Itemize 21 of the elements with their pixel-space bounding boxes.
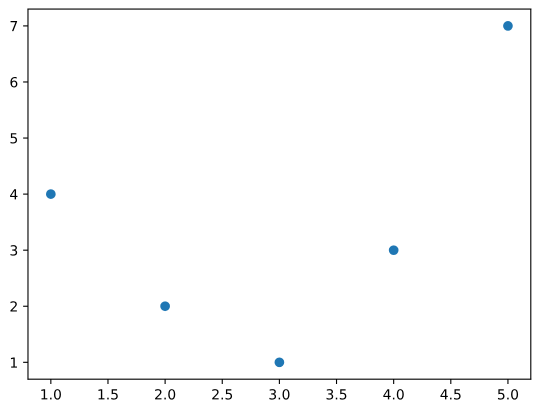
x-tick-label: 3.0 [269, 389, 290, 400]
x-tick-label: 1.0 [41, 389, 61, 400]
x-tick-label: 3.5 [326, 389, 346, 400]
point [274, 357, 284, 368]
y-tick-label: 3 [10, 245, 18, 256]
y-tick-label: 7 [10, 21, 18, 32]
point [160, 301, 170, 312]
x-tick-label: 2.5 [212, 389, 232, 400]
y-tick-label: 6 [10, 76, 18, 88]
point [503, 21, 513, 31]
y-tick-label: 5 [10, 133, 18, 144]
x-tick-label: 4.0 [383, 389, 404, 400]
x-tick-label: 2.0 [155, 389, 176, 400]
point [46, 189, 56, 199]
x-tick-label: 1.5 [98, 389, 118, 400]
y-tick-label: 4 [10, 189, 18, 200]
y-tick-label: 1 [10, 357, 17, 368]
x-tick-label: 5.0 [498, 389, 518, 400]
y-tick-label: 2 [10, 301, 17, 312]
point [388, 245, 399, 256]
x-tick-label: 4.5 [440, 389, 461, 400]
